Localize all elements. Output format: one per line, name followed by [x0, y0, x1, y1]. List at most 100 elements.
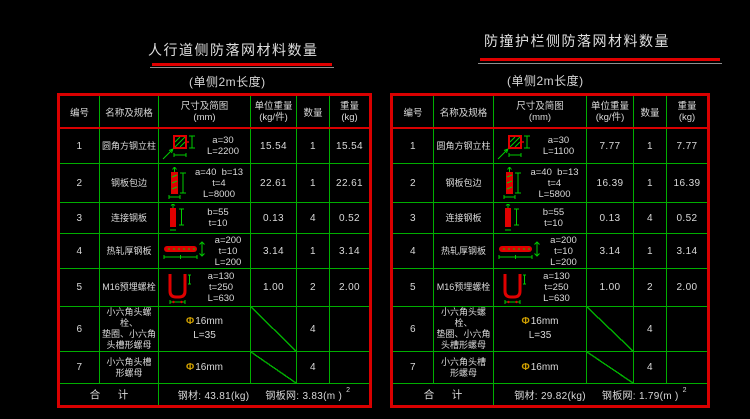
thick-plate-sketch-icon	[497, 241, 541, 261]
header-dims-line1: 尺寸及简图	[180, 100, 229, 112]
total-label: 合 计	[393, 384, 494, 405]
row-number: 3	[393, 203, 434, 233]
table-row: 3 连接钢板 b=55 t=10 0.13 4 0.52	[60, 203, 369, 234]
phi-symbol: Φ	[521, 316, 530, 327]
item-name-line: 钢板包边	[110, 177, 147, 188]
table-footer-row: 合 计 钢材: 29.82(kg) 钢板网: 1.79(m ) 2	[393, 384, 707, 405]
header-dims-line2: (mm)	[193, 111, 216, 123]
weight: 2.00	[676, 282, 698, 293]
row-number: 4	[393, 234, 434, 268]
table-row: 6 小六角头螺栓、 垫圈、小六角 头槽形螺母 Φ16mm L=35 4	[393, 307, 707, 352]
item-name: M16预埋螺栓	[434, 269, 494, 306]
dim-line: a=30	[547, 135, 570, 146]
unit-weight: 0.13	[587, 203, 634, 233]
header-unit-line1: 单位重量	[254, 100, 293, 112]
diagonal-slash	[587, 307, 633, 351]
superscript-2: 2	[346, 387, 351, 394]
item-name: 圆角方钢立柱	[434, 129, 494, 163]
anchor-bolt-sketch-icon	[162, 272, 192, 304]
dimension-cell: a=200 t=10 L=200	[159, 234, 251, 268]
dim-line: 16mm	[195, 316, 223, 327]
dim-line: a=200	[214, 234, 242, 246]
dimension-cell: a=30 L=2200	[159, 129, 251, 163]
steel-total: 钢材: 29.82(kg)	[514, 391, 586, 402]
table-row: 7 小六角头槽 形螺母 Φ16mm 4	[393, 352, 707, 384]
total-values: 钢材: 43.81(kg) 钢板网: 3.83(m ) 2	[159, 384, 369, 405]
dimension-cell: Φ16mm	[159, 352, 251, 383]
dim-line: L=200	[550, 256, 577, 268]
dim-line: a=200	[550, 234, 577, 246]
quantity: 2	[634, 269, 667, 306]
page-title-left: 人行道侧防落网材料数量	[148, 42, 319, 58]
weight-empty-cell	[667, 352, 707, 383]
table-row: 7 小六角头槽 形螺母 Φ16mm 4	[60, 352, 369, 384]
header-no: 编号	[393, 96, 434, 127]
unit-weight-slash-cell	[251, 352, 297, 383]
header-dims-line2: (mm)	[528, 111, 552, 123]
header-dims: 尺寸及简图 (mm)	[159, 96, 251, 127]
weight-empty-cell	[667, 307, 707, 351]
dim-line: L=35	[193, 330, 216, 341]
unit-weight: 15.54	[251, 129, 297, 163]
diagonal-slash	[251, 352, 296, 383]
item-name-line: 头槽形螺母	[440, 340, 486, 350]
quantity: 2	[297, 269, 330, 306]
row-number: 2	[60, 164, 100, 202]
total-label: 合 计	[60, 384, 159, 405]
header-unit-weight: 单位重量 (kg/件)	[587, 96, 634, 127]
dimension-cell: a=130 t=250 L=630	[494, 269, 587, 306]
quantity: 1	[297, 164, 330, 202]
item-name: 圆角方钢立柱	[100, 129, 159, 163]
edge-plate-sketch-icon	[497, 167, 523, 199]
connector-plate-sketch-icon	[497, 204, 521, 232]
dim-line: 16mm	[195, 361, 223, 373]
item-name-line: 小六角头螺栓、	[440, 307, 486, 328]
header-unit-line2: (kg/件)	[595, 111, 625, 123]
item-name-line: 小六角头槽	[440, 356, 486, 367]
item-name-line: 头槽形螺母	[106, 340, 152, 350]
dim-line: L=200	[214, 256, 242, 268]
unit-weight: 22.61	[251, 164, 297, 202]
dimension-cell: Φ16mm L=35	[494, 307, 587, 351]
unit-weight-slash-cell	[587, 352, 634, 383]
header-weight-line1: 重量	[339, 100, 359, 112]
header-qty: 数量	[297, 96, 330, 127]
post-section-sketch-icon	[497, 131, 531, 161]
title-underline-right	[480, 58, 720, 61]
dimension-cell: a=40 b=13 t=4 L=8000	[159, 164, 251, 202]
item-name: 钢板包边	[434, 164, 494, 202]
item-name: 热轧厚钢板	[100, 234, 159, 268]
weight-empty-cell	[330, 352, 369, 383]
dim-line: t=250	[544, 282, 569, 293]
dim-line: t=10	[544, 218, 563, 229]
unit-weight: 16.39	[587, 164, 634, 202]
dimension-cell: a=200 t=10 L=200	[494, 234, 587, 268]
table-footer-row: 合 计 钢材: 43.81(kg) 钢板网: 3.83(m ) 2	[60, 384, 369, 405]
weight: 3.14	[676, 245, 698, 257]
item-name-line: 形螺母	[449, 367, 477, 378]
row-number: 5	[60, 269, 100, 306]
subtitle-left: (单侧2m长度)	[189, 75, 266, 89]
dim-line: t=10	[218, 245, 238, 257]
page-title-right: 防撞护栏侧防落网材料数量	[484, 33, 670, 49]
table-row: 4 热轧厚钢板 a=200 t=10 L=200 3.14 1 3.14	[60, 234, 369, 269]
quantity: 4	[634, 203, 667, 233]
anchor-bolt-sketch-icon	[497, 272, 527, 304]
row-number: 1	[393, 129, 434, 163]
item-name-line: 圆角方钢立柱	[436, 140, 491, 151]
item-name-line: 形螺母	[115, 367, 143, 378]
mesh-total: 钢板网: 1.79(m )	[601, 391, 679, 402]
header-dims-line1: 尺寸及简图	[516, 100, 564, 112]
row-number: 2	[393, 164, 434, 202]
header-unit-line2: (kg/件)	[259, 111, 288, 123]
dim-line: L=630	[207, 293, 235, 304]
item-name: 小六角头螺栓、 垫圈、小六角 头槽形螺母	[100, 307, 159, 351]
header-unit-weight: 单位重量 (kg/件)	[251, 96, 297, 127]
superscript-2: 2	[682, 387, 687, 394]
table-row: 4 热轧厚钢板 a=200 t=10 L=200 3.14 1 3.14	[393, 234, 707, 269]
header-name: 名称及规格	[434, 96, 494, 127]
table-row: 6 小六角头螺栓、 垫圈、小六角 头槽形螺母 Φ16mm L=35 4	[60, 307, 369, 352]
subtitle-right: (单侧2m长度)	[507, 74, 584, 88]
dim-line: a=130	[207, 271, 235, 282]
